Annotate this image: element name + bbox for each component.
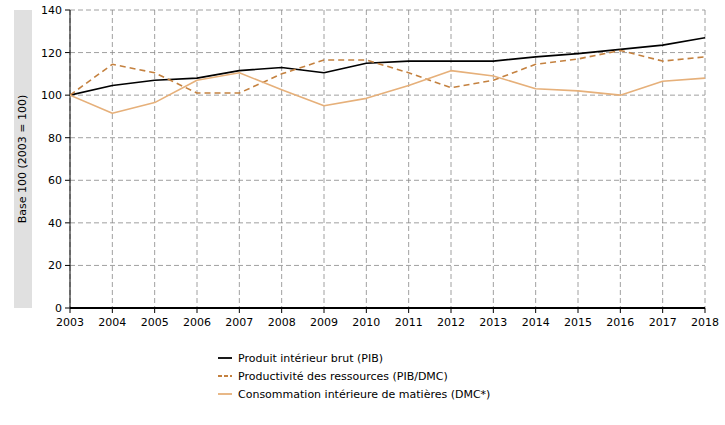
x-grid-line <box>112 10 113 308</box>
y-grid-line <box>70 222 705 223</box>
x-grid-line <box>705 10 706 308</box>
y-tick-label: 20 <box>48 259 62 272</box>
x-tick-label: 2015 <box>564 316 592 329</box>
x-tick-label: 2014 <box>522 316 550 329</box>
chart-svg: Base 100 (2003 = 100) 0 20 40 60 80 100 120 140 2… <box>0 0 725 425</box>
ylabel-band <box>14 10 32 308</box>
legend-swatch <box>218 357 232 359</box>
x-tick-label: 2007 <box>225 316 253 329</box>
y-grid-line <box>70 137 705 138</box>
y-axis <box>70 10 71 308</box>
x-tick-label: 2005 <box>141 316 169 329</box>
x-grid-line <box>578 10 579 308</box>
x-grid-line <box>535 10 536 308</box>
y-grid-line <box>70 265 705 266</box>
x-tick-label: 2008 <box>268 316 296 329</box>
y-tick-label: 0 <box>55 302 62 315</box>
x-grid-line <box>662 10 663 308</box>
y-tick-label: 140 <box>41 4 62 17</box>
legend-label: Productivité des ressources (PIB/DMC) <box>238 370 448 383</box>
series-lines <box>70 38 705 114</box>
y-tick-label: 60 <box>48 174 62 187</box>
x-grid-line <box>366 10 367 308</box>
legend-swatch <box>218 375 232 377</box>
legend-swatch <box>218 393 232 395</box>
x-tick-label: 2016 <box>606 316 634 329</box>
y-tick <box>65 95 70 96</box>
x-grid-line <box>620 10 621 308</box>
x-tick-label: 2017 <box>649 316 677 329</box>
x-grid-line <box>493 10 494 308</box>
y-tick <box>65 222 70 223</box>
y-tick-label: 120 <box>41 47 62 60</box>
chart-container: Base 100 (2003 = 100) 0 20 40 60 80 100 120 140 2… <box>0 0 725 425</box>
x-axis <box>70 307 705 309</box>
series-line <box>70 71 705 114</box>
x-grid-line <box>281 10 282 308</box>
y-grid-line <box>70 10 705 11</box>
x-grid-line <box>239 10 240 308</box>
series-line <box>70 50 705 95</box>
legend-label: Produit intérieur brut (PIB) <box>238 352 383 365</box>
x-grid-line <box>451 10 452 308</box>
y-tick <box>65 10 70 11</box>
x-tick-label: 2018 <box>691 316 719 329</box>
x-tick-label: 2011 <box>395 316 423 329</box>
grid <box>65 10 705 313</box>
x-tick-label: 2010 <box>352 316 380 329</box>
x-tick-label: 2013 <box>479 316 507 329</box>
y-tick <box>65 137 70 138</box>
y-tick-label: 100 <box>41 89 62 102</box>
y-tick <box>65 180 70 181</box>
x-tick-label: 2004 <box>98 316 126 329</box>
x-grid-line <box>197 10 198 308</box>
y-tick <box>65 265 70 266</box>
series-line <box>70 38 705 95</box>
y-tick <box>65 52 70 53</box>
x-tick-label: 2003 <box>56 316 84 329</box>
x-grid-line <box>324 10 325 308</box>
y-tick-label: 40 <box>48 217 62 230</box>
x-tick-label: 2009 <box>310 316 338 329</box>
y-axis-label: Base 100 (2003 = 100) <box>16 95 29 224</box>
x-tick-label: 2012 <box>437 316 465 329</box>
x-grid-line <box>70 10 71 308</box>
legend-label: Consommation intérieure de matières (DMC… <box>238 388 490 401</box>
y-tick-label: 80 <box>48 132 62 145</box>
y-grid-line <box>70 180 705 181</box>
y-tick <box>65 308 70 309</box>
legend: Produit intérieur brut (PIB) Productivité… <box>218 352 490 401</box>
x-grid-line <box>154 10 155 308</box>
x-grid-line <box>408 10 409 308</box>
x-tick-label: 2006 <box>183 316 211 329</box>
